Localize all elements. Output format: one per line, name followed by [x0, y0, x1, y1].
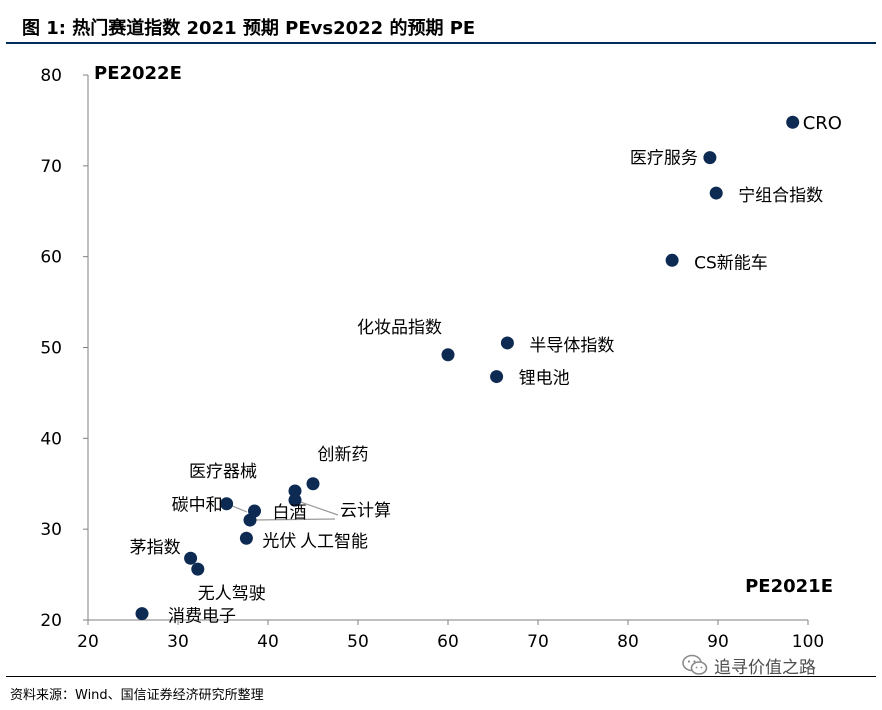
y-axis-title: PE2022E	[94, 63, 182, 84]
data-point	[703, 151, 717, 165]
wechat-icon	[682, 654, 708, 675]
data-point	[243, 513, 257, 527]
data-point	[441, 348, 455, 362]
point-label: 无人驾驶	[198, 584, 266, 604]
point-label: 消费电子	[168, 607, 236, 627]
data-point	[709, 186, 723, 200]
leader-line	[249, 518, 336, 521]
point-label: 医疗器械	[189, 462, 257, 482]
data-point	[184, 551, 198, 565]
point-label: 化妆品指数	[357, 318, 442, 338]
point-label: 医疗服务	[630, 149, 698, 169]
point-label: 创新药	[318, 445, 369, 465]
data-point	[490, 370, 504, 384]
y-tick-label: 80	[40, 66, 62, 86]
data-point	[500, 336, 514, 350]
data-point	[786, 115, 800, 129]
watermark: 追寻价值之路	[682, 652, 816, 678]
data-point	[288, 493, 302, 507]
y-tick-label: 70	[40, 157, 62, 177]
point-label: 半导体指数	[529, 336, 614, 356]
point-label: 宁组合指数	[738, 186, 823, 206]
x-tick-label: 20	[77, 632, 99, 652]
leader-line	[294, 499, 339, 516]
point-label: CS新能车	[694, 253, 768, 273]
x-tick-label: 40	[257, 632, 279, 652]
x-tick-label: 30	[167, 632, 189, 652]
source-note: 资料来源：Wind、国信证券经济研究所整理	[10, 688, 264, 703]
y-tick-label: 20	[40, 611, 62, 631]
x-tick-label: 100	[792, 632, 824, 652]
figure-title: 图 1: 热门赛道指数 2021 预期 PEvs2022 的预期 PE	[22, 18, 476, 39]
data-point	[665, 253, 679, 267]
title-bar: 图 1: 热门赛道指数 2021 预期 PEvs2022 的预期 PE	[6, 4, 876, 44]
point-label: 茅指数	[130, 538, 181, 558]
y-tick-label: 30	[40, 520, 62, 540]
watermark-text: 追寻价值之路	[714, 657, 816, 678]
point-label: CRO	[803, 113, 842, 134]
point-label: 锂电池	[519, 369, 570, 389]
data-point	[135, 607, 149, 621]
footer-rule	[6, 676, 876, 677]
data-point	[191, 562, 205, 576]
y-tick-label: 40	[40, 429, 62, 449]
point-label: 云计算	[340, 501, 391, 521]
x-tick-label: 80	[617, 632, 639, 652]
data-point	[239, 531, 253, 545]
point-label: 白酒	[273, 503, 307, 523]
x-tick-label: 50	[347, 632, 369, 652]
x-tick-label: 70	[527, 632, 549, 652]
x-tick-label: 60	[437, 632, 459, 652]
data-point	[306, 477, 320, 491]
x-tick-label: 90	[707, 632, 729, 652]
y-tick-label: 50	[40, 339, 62, 359]
point-label: 碳中和	[172, 496, 223, 516]
x-axis-title: PE2021E	[745, 576, 833, 597]
data-point	[220, 497, 234, 511]
point-label: 光伏	[262, 531, 296, 551]
data-point	[288, 484, 302, 498]
y-tick-label: 60	[40, 248, 62, 268]
point-label: 人工智能	[300, 532, 368, 552]
